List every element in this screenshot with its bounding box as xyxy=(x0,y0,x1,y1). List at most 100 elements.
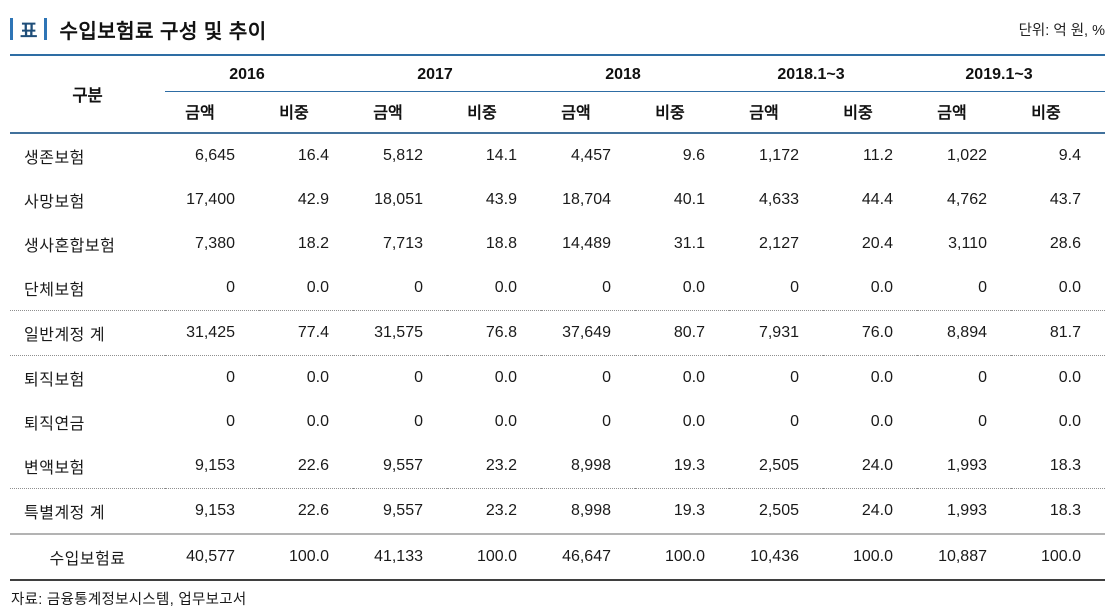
amount-cell: 4,762 xyxy=(946,191,987,208)
amount-cell: 7,931 xyxy=(729,310,823,356)
amount-cell: 10,436 xyxy=(729,533,823,580)
table-row: 사망보험 17,400 42.9 18,051 43.9 18,704 40.1 4,633 4… xyxy=(10,178,1105,222)
share-cell: 0.0 xyxy=(870,279,893,296)
amount-cell: 0 xyxy=(917,355,1011,400)
table-row: 특별계정 계 9,153 22.6 9,557 23.2 8,998 19.3 2,505 24… xyxy=(10,488,1105,534)
amount-cell: 18,704 xyxy=(562,191,611,208)
amount-header: 금액 xyxy=(353,91,447,134)
col-group-header: 2016 xyxy=(165,55,353,92)
share-cell: 18.3 xyxy=(1011,488,1105,534)
share-header: 비중 xyxy=(1011,91,1105,134)
amount-cell: 7,380 xyxy=(194,235,235,252)
amount-cell: 0 xyxy=(165,355,259,400)
share-cell: 44.4 xyxy=(861,191,893,208)
amount-cell: 9,557 xyxy=(382,457,423,474)
amount-header: 금액 xyxy=(541,91,635,134)
row-label: 변액보험 xyxy=(24,460,85,477)
amount-cell: 2,505 xyxy=(729,488,823,534)
row-label: 생존보험 xyxy=(24,150,85,167)
source-note: 자료: 금융통계정보시스템, 업무보고서 xyxy=(11,592,247,608)
amount-cell: 40,577 xyxy=(165,533,259,580)
amount-cell: 4,457 xyxy=(570,147,611,164)
table-title: 수입보험료 구성 및 추이 xyxy=(59,20,267,43)
amount-cell: 4,633 xyxy=(758,191,799,208)
amount-cell: 9,557 xyxy=(353,488,447,534)
share-cell: 42.9 xyxy=(297,191,329,208)
badge-label: 표 xyxy=(20,20,38,42)
share-cell: 100.0 xyxy=(635,533,729,580)
share-cell: 40.1 xyxy=(673,191,705,208)
share-cell: 31.1 xyxy=(673,235,705,252)
amount-header: 금액 xyxy=(729,91,823,134)
share-header: 비중 xyxy=(823,91,917,134)
share-cell: 16.4 xyxy=(297,147,329,164)
badge-left-bar-icon xyxy=(10,18,13,40)
amount-cell: 6,645 xyxy=(194,147,235,164)
share-cell: 43.7 xyxy=(1049,191,1081,208)
table-row: 생사혼합보험 7,380 18.2 7,713 18.8 14,489 31.1 2,127 2… xyxy=(10,222,1105,266)
row-label: 퇴직보험 xyxy=(10,355,165,400)
amount-cell: 46,647 xyxy=(541,533,635,580)
share-cell: 24.0 xyxy=(861,457,893,474)
amount-cell: 0 xyxy=(978,279,987,296)
share-cell: 77.4 xyxy=(259,310,353,356)
col-group-header: 2019.1~3 xyxy=(917,55,1105,92)
share-cell: 20.4 xyxy=(861,235,893,252)
amount-cell: 1,022 xyxy=(946,147,987,164)
table-row: 변액보험 9,153 22.6 9,557 23.2 8,998 19.3 2,505 24.0… xyxy=(10,444,1105,489)
share-cell: 76.0 xyxy=(823,310,917,356)
row-header-label: 구분 xyxy=(10,55,165,134)
share-cell: 9.4 xyxy=(1058,147,1081,164)
table-row: 생존보험 6,645 16.4 5,812 14.1 4,457 9.6 1,172 11.2 1… xyxy=(10,133,1105,178)
amount-cell: 0 xyxy=(729,355,823,400)
col-group-header: 2018.1~3 xyxy=(729,55,917,92)
table-header: 구분 2016 2017 2018 2018.1~3 2019.1~3 금액 비중 금액 비중… xyxy=(10,55,1105,134)
amount-cell: 0 xyxy=(414,279,423,296)
share-cell: 14.1 xyxy=(485,147,517,164)
year-header-row: 구분 2016 2017 2018 2018.1~3 2019.1~3 xyxy=(10,55,1105,134)
share-cell: 0.0 xyxy=(682,413,705,430)
share-cell: 0.0 xyxy=(1011,355,1105,400)
share-cell: 24.0 xyxy=(823,488,917,534)
amount-cell: 5,812 xyxy=(382,147,423,164)
table-row: 단체보험 0 0.0 0 0.0 0 0.0 0 0.0 0 0.0 xyxy=(10,266,1105,311)
col-group-header: 2017 xyxy=(353,55,541,92)
amount-cell: 0 xyxy=(541,355,635,400)
premium-income-table: 구분 2016 2017 2018 2018.1~3 2019.1~3 금액 비중 금액 비중… xyxy=(10,54,1105,581)
share-cell: 18.3 xyxy=(1049,457,1081,474)
row-label: 단체보험 xyxy=(24,282,85,299)
table-badge: 표 xyxy=(10,16,48,43)
share-cell: 22.6 xyxy=(297,457,329,474)
share-cell: 23.2 xyxy=(485,457,517,474)
amount-cell: 18,051 xyxy=(374,191,423,208)
share-cell: 0.0 xyxy=(823,355,917,400)
row-label: 일반계정 계 xyxy=(10,310,165,356)
amount-cell: 2,505 xyxy=(758,457,799,474)
amount-cell: 0 xyxy=(602,413,611,430)
amount-cell: 1,993 xyxy=(917,488,1011,534)
amount-cell: 1,993 xyxy=(946,457,987,474)
amount-cell: 8,894 xyxy=(917,310,1011,356)
row-label: 특별계정 계 xyxy=(10,488,165,534)
share-cell: 18.8 xyxy=(485,235,517,252)
amount-cell: 0 xyxy=(226,279,235,296)
table-row: 퇴직보험 0 0.0 0 0.0 0 0.0 0 0.0 0 0.0 xyxy=(10,355,1105,400)
share-cell: 0.0 xyxy=(447,355,541,400)
share-cell: 0.0 xyxy=(635,355,729,400)
share-cell: 100.0 xyxy=(823,533,917,580)
table-row: 수입보험료 40,577 100.0 41,133 100.0 46,647 100.0 10… xyxy=(10,533,1105,580)
amount-cell: 17,400 xyxy=(186,191,235,208)
amount-cell: 2,127 xyxy=(758,235,799,252)
amount-cell: 0 xyxy=(414,413,423,430)
amount-cell: 0 xyxy=(978,413,987,430)
row-label: 사망보험 xyxy=(24,194,85,211)
share-cell: 18.2 xyxy=(297,235,329,252)
amount-cell: 0 xyxy=(790,279,799,296)
amount-cell: 7,713 xyxy=(382,235,423,252)
amount-cell: 31,575 xyxy=(353,310,447,356)
amount-cell: 14,489 xyxy=(562,235,611,252)
share-cell: 80.7 xyxy=(635,310,729,356)
share-header: 비중 xyxy=(447,91,541,134)
table-body: 생존보험 6,645 16.4 5,812 14.1 4,457 9.6 1,172 11.2 1… xyxy=(10,133,1105,580)
